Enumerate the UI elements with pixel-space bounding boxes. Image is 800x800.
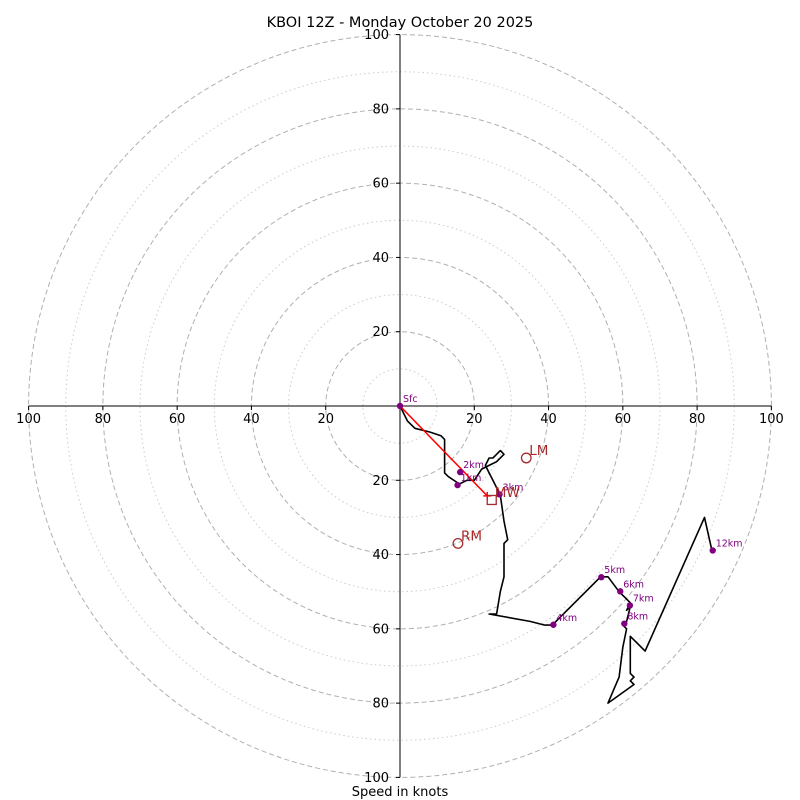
height-marker <box>454 481 461 489</box>
y-tick-label: 80 <box>372 697 389 712</box>
height-marker <box>396 402 404 410</box>
y-tick-label: 40 <box>372 548 389 563</box>
height-marker <box>550 621 557 628</box>
x-tick-label: 100 <box>759 412 784 427</box>
storm-motions: LM RM MW <box>452 443 548 549</box>
storm-motion-marker <box>452 537 464 549</box>
height-marker <box>621 620 628 627</box>
y-tick-label: 60 <box>372 177 389 192</box>
height-marker <box>598 574 605 581</box>
storm-motion-marker <box>486 494 497 506</box>
height-marker-label: 3km <box>503 482 524 493</box>
x-tick-label: 40 <box>540 412 557 427</box>
height-marker-label: 8km <box>627 612 648 623</box>
y-tick-label: 100 <box>364 28 389 43</box>
height-marker-label: 1km <box>461 473 482 484</box>
height-marker-label: 12km <box>716 538 743 549</box>
y-tick-label: 40 <box>372 251 389 266</box>
height-marker <box>617 588 624 595</box>
height-marker-label: 4km <box>556 613 577 624</box>
x-ticks: 100 80 60 40 20 20 40 60 80 100 <box>16 406 784 427</box>
mean-wind-line <box>399 405 488 497</box>
y-tick-label: 100 <box>364 771 389 786</box>
height-marker-label: 2km <box>463 460 484 471</box>
height-marker-label: 6km <box>623 579 644 590</box>
height-marker-label: Sfc <box>403 394 418 405</box>
y-tick-label: 20 <box>372 474 389 489</box>
height-markers: Sfc 1km 2km 3km 4km 5km 6km 7km 8km 12km <box>396 394 743 628</box>
height-marker <box>456 468 464 476</box>
storm-motion-label: RM <box>461 528 482 544</box>
height-marker <box>496 491 503 498</box>
y-tick-label: 80 <box>372 102 389 117</box>
height-marker <box>626 602 634 609</box>
x-tick-label: 80 <box>95 412 112 427</box>
height-marker-label: 7km <box>633 593 654 604</box>
y-tick-label: 20 <box>372 325 389 340</box>
storm-motion-label: LM <box>529 443 548 459</box>
height-marker-label: 5km <box>604 565 625 576</box>
x-tick-label: 80 <box>689 412 706 427</box>
chart-title: KBOI 12Z - Monday October 20 2025 <box>267 15 534 31</box>
storm-motion-label: MW <box>495 485 520 501</box>
x-tick-label: 60 <box>169 412 186 427</box>
y-tick-label: 60 <box>372 622 389 637</box>
x-axis-label: Speed in knots <box>352 785 449 800</box>
x-tick-label: 60 <box>615 412 632 427</box>
hodograph-line <box>399 405 713 704</box>
y-ticks: 100 80 60 40 20 20 40 60 80 100 <box>364 28 400 786</box>
x-tick-label: 20 <box>466 412 483 427</box>
storm-motion-marker <box>520 452 532 464</box>
height-marker <box>709 547 716 554</box>
x-tick-label: 100 <box>16 412 41 427</box>
x-tick-label: 20 <box>317 412 334 427</box>
x-tick-label: 40 <box>243 412 260 427</box>
